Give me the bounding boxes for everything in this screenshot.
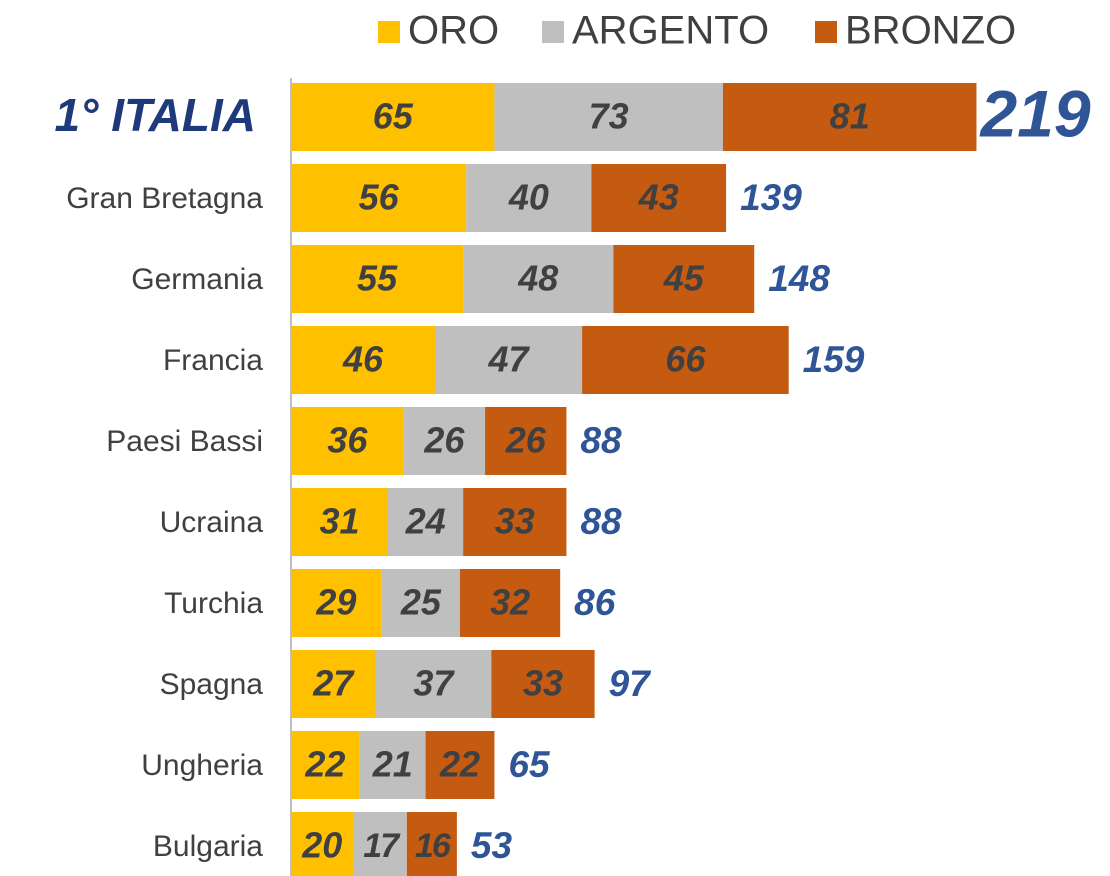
- total-label: 159: [803, 339, 865, 380]
- segment-label: 16: [415, 827, 452, 865]
- bar-segment: [291, 488, 389, 556]
- segment-label: 56: [359, 177, 400, 218]
- total-label: 148: [768, 258, 830, 299]
- legend-swatch: [378, 21, 400, 43]
- total-label: 219: [978, 76, 1090, 150]
- bar-segment: [425, 731, 495, 799]
- total-label: 139: [740, 177, 802, 218]
- segment-label: 29: [315, 582, 356, 623]
- bar-segment: [463, 245, 614, 313]
- bar-segment: [591, 164, 727, 232]
- bar-segment: [466, 164, 592, 232]
- total-label: 97: [609, 663, 653, 704]
- bar-segment: [388, 488, 464, 556]
- bar-segment: [406, 812, 457, 876]
- category-label: Gran Bretagna: [66, 182, 263, 215]
- category-label: Francia: [163, 344, 263, 377]
- bar-segment: [359, 731, 426, 799]
- bar-segment: [291, 650, 376, 718]
- bar-segment: [353, 812, 407, 876]
- bar-segment: [403, 407, 486, 475]
- bar-segment: [485, 407, 567, 475]
- legend-label: ORO: [408, 9, 499, 53]
- segment-label: 37: [413, 663, 455, 704]
- segment-label: 21: [372, 744, 413, 785]
- bar-segment: [291, 326, 435, 394]
- segment-label: 66: [665, 339, 706, 380]
- legend-label: ARGENTO: [572, 9, 769, 53]
- segment-label: 33: [495, 501, 535, 542]
- bar-segment: [291, 812, 354, 876]
- segment-label: 46: [342, 339, 384, 380]
- segment-label: 25: [400, 582, 442, 623]
- segment-label: 81: [830, 96, 870, 137]
- bar-segment: [434, 326, 583, 394]
- category-label: 1° ITALIA: [54, 89, 256, 141]
- segment-label: 40: [508, 177, 549, 218]
- segment-label: 43: [638, 177, 679, 218]
- segment-label: 36: [327, 420, 368, 461]
- bar-segment: [494, 83, 723, 151]
- legend-swatch: [815, 21, 837, 43]
- bar-segment: [291, 407, 404, 475]
- legend-swatch: [542, 21, 564, 43]
- bar-segment: [291, 731, 360, 799]
- category-label: Spagna: [160, 668, 264, 701]
- category-label: Paesi Bassi: [106, 425, 263, 458]
- segment-label: 27: [312, 663, 355, 704]
- bar-segment: [491, 650, 595, 718]
- bar-segment: [463, 488, 567, 556]
- segment-label: 55: [357, 258, 398, 299]
- category-label: Turchia: [164, 587, 263, 620]
- bar-segment: [381, 569, 461, 637]
- segment-label: 17: [363, 827, 401, 865]
- bar-segment: [291, 83, 495, 151]
- segment-label: 22: [304, 744, 345, 785]
- total-label: 65: [508, 744, 551, 785]
- segment-label: 20: [301, 825, 342, 866]
- total-label: 53: [471, 825, 513, 866]
- segment-label: 65: [373, 96, 414, 137]
- segment-label: 24: [405, 501, 446, 542]
- segment-label: 48: [517, 258, 558, 299]
- segment-label: 22: [439, 744, 480, 785]
- segment-label: 45: [663, 258, 705, 299]
- bar-segment: [291, 245, 464, 313]
- bar-segment: [460, 569, 561, 637]
- segment-label: 73: [589, 96, 629, 137]
- segment-label: 31: [319, 501, 359, 542]
- bar-segment: [582, 326, 789, 394]
- total-label: 88: [580, 501, 622, 542]
- category-label: Bulgaria: [153, 830, 263, 863]
- segment-label: 26: [423, 420, 465, 461]
- category-label: Germania: [131, 263, 263, 296]
- legend-label: BRONZO: [845, 9, 1016, 53]
- segment-label: 33: [523, 663, 563, 704]
- bar-segment: [613, 245, 755, 313]
- bar-segment: [722, 83, 977, 151]
- bar-segment: [375, 650, 492, 718]
- bar-segment: [291, 164, 467, 232]
- bar-segment: [291, 569, 382, 637]
- segment-label: 47: [488, 339, 531, 380]
- category-label: Ungheria: [141, 749, 263, 782]
- total-label: 86: [574, 582, 616, 623]
- total-label: 88: [580, 420, 622, 461]
- segment-label: 26: [505, 420, 547, 461]
- segment-label: 32: [490, 582, 530, 623]
- category-label: Ucraina: [160, 506, 264, 539]
